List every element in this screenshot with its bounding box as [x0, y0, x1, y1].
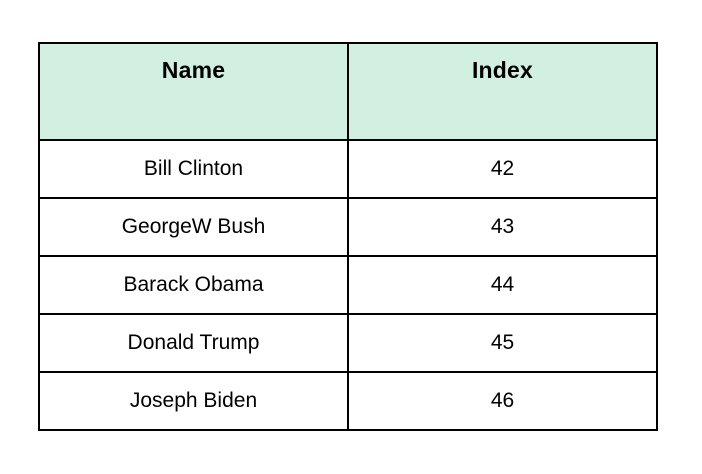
index-cell: 45 [347, 313, 658, 373]
table-row: Joseph Biden 46 [38, 371, 658, 431]
index-cell: 46 [347, 371, 658, 431]
name-cell: GeorgeW Bush [38, 197, 349, 257]
presidents-table: Name Index Bill Clinton 42 GeorgeW Bush … [38, 42, 658, 431]
header-cell-name: Name [38, 42, 349, 141]
index-cell: 42 [347, 139, 658, 199]
header-cell-index: Index [347, 42, 658, 141]
name-cell: Bill Clinton [38, 139, 349, 199]
name-cell: Donald Trump [38, 313, 349, 373]
table-row: Donald Trump 45 [38, 313, 658, 373]
index-cell: 43 [347, 197, 658, 257]
header-row: Name Index [38, 42, 658, 141]
name-cell: Barack Obama [38, 255, 349, 315]
table-row: GeorgeW Bush 43 [38, 197, 658, 257]
table-row: Barack Obama 44 [38, 255, 658, 315]
name-cell: Joseph Biden [38, 371, 349, 431]
table-row: Bill Clinton 42 [38, 139, 658, 199]
index-cell: 44 [347, 255, 658, 315]
